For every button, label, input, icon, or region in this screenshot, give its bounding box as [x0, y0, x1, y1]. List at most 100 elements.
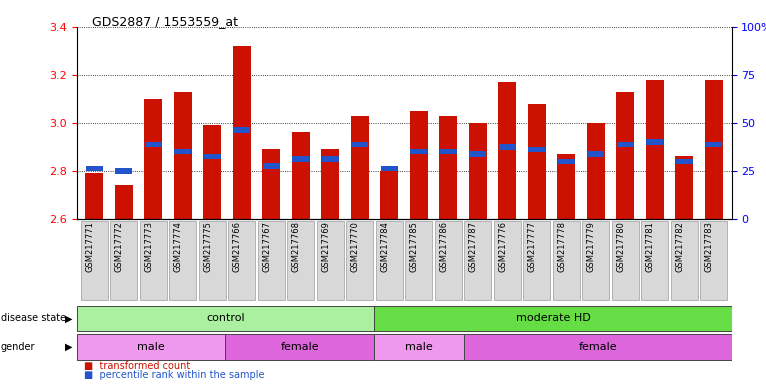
- FancyBboxPatch shape: [375, 334, 463, 360]
- Text: GSM217771: GSM217771: [85, 221, 94, 272]
- FancyBboxPatch shape: [346, 220, 373, 300]
- Text: GSM217773: GSM217773: [144, 221, 153, 272]
- Bar: [352, 142, 368, 147]
- Bar: [263, 149, 280, 219]
- Bar: [86, 166, 103, 171]
- FancyBboxPatch shape: [198, 220, 226, 300]
- Text: moderate HD: moderate HD: [516, 313, 591, 323]
- Text: male: male: [405, 342, 433, 352]
- Text: control: control: [206, 313, 245, 323]
- Text: GSM217787: GSM217787: [469, 221, 478, 272]
- Bar: [322, 156, 339, 162]
- Text: GSM217774: GSM217774: [174, 221, 183, 272]
- Text: GSM217772: GSM217772: [115, 221, 124, 272]
- FancyBboxPatch shape: [316, 220, 344, 300]
- Bar: [440, 149, 457, 154]
- Bar: [292, 132, 309, 219]
- Text: GSM217778: GSM217778: [558, 221, 566, 272]
- Text: GSM217783: GSM217783: [705, 221, 714, 272]
- FancyBboxPatch shape: [494, 220, 521, 300]
- Bar: [647, 139, 663, 145]
- FancyBboxPatch shape: [435, 220, 462, 300]
- FancyBboxPatch shape: [169, 220, 196, 300]
- Text: ▶: ▶: [65, 342, 73, 352]
- Text: GSM217767: GSM217767: [262, 221, 271, 272]
- FancyBboxPatch shape: [77, 334, 225, 360]
- Bar: [204, 154, 221, 159]
- Bar: [529, 147, 545, 152]
- FancyBboxPatch shape: [80, 220, 108, 300]
- Bar: [469, 123, 486, 219]
- Bar: [233, 46, 250, 219]
- Text: ▶: ▶: [65, 313, 73, 323]
- FancyBboxPatch shape: [641, 220, 669, 300]
- Bar: [204, 125, 221, 219]
- FancyBboxPatch shape: [523, 220, 551, 300]
- FancyBboxPatch shape: [287, 220, 314, 300]
- Bar: [705, 80, 722, 219]
- Text: GSM217785: GSM217785: [410, 221, 419, 272]
- FancyBboxPatch shape: [375, 306, 732, 331]
- FancyBboxPatch shape: [257, 220, 285, 300]
- Bar: [116, 168, 133, 174]
- Text: GSM217777: GSM217777: [528, 221, 537, 272]
- Bar: [705, 142, 722, 147]
- Text: GSM217766: GSM217766: [233, 221, 242, 272]
- Bar: [322, 149, 339, 219]
- FancyBboxPatch shape: [225, 334, 375, 360]
- Bar: [351, 116, 368, 219]
- FancyBboxPatch shape: [110, 220, 137, 300]
- Bar: [411, 149, 427, 154]
- Text: GSM217784: GSM217784: [380, 221, 389, 272]
- Text: male: male: [137, 342, 165, 352]
- FancyBboxPatch shape: [700, 220, 728, 300]
- Bar: [410, 111, 427, 219]
- Text: GSM217769: GSM217769: [321, 221, 330, 272]
- Bar: [440, 116, 457, 219]
- Bar: [381, 166, 398, 171]
- Text: GSM217781: GSM217781: [646, 221, 655, 272]
- FancyBboxPatch shape: [612, 220, 639, 300]
- Text: gender: gender: [1, 342, 35, 352]
- Bar: [499, 144, 516, 149]
- Text: female: female: [578, 342, 617, 352]
- FancyBboxPatch shape: [77, 306, 375, 331]
- FancyBboxPatch shape: [139, 220, 167, 300]
- Bar: [617, 92, 634, 219]
- Bar: [499, 82, 516, 219]
- Bar: [175, 149, 192, 154]
- Text: disease state: disease state: [1, 313, 66, 323]
- Bar: [587, 123, 604, 219]
- Bar: [263, 164, 280, 169]
- Bar: [528, 104, 545, 219]
- Text: GSM217770: GSM217770: [351, 221, 360, 272]
- Text: GSM217780: GSM217780: [617, 221, 625, 272]
- Text: GSM217768: GSM217768: [292, 221, 301, 272]
- FancyBboxPatch shape: [463, 334, 732, 360]
- Bar: [617, 142, 633, 147]
- Text: GSM217782: GSM217782: [676, 221, 684, 272]
- FancyBboxPatch shape: [464, 220, 491, 300]
- Bar: [115, 185, 133, 219]
- Bar: [470, 151, 486, 157]
- Text: GDS2887 / 1553559_at: GDS2887 / 1553559_at: [92, 15, 238, 28]
- Bar: [174, 92, 192, 219]
- Text: female: female: [280, 342, 319, 352]
- Bar: [145, 99, 162, 219]
- Bar: [86, 173, 103, 219]
- Bar: [381, 171, 398, 219]
- Bar: [646, 80, 663, 219]
- Text: GSM217779: GSM217779: [587, 221, 596, 272]
- Bar: [676, 159, 692, 164]
- Text: ■  percentile rank within the sample: ■ percentile rank within the sample: [84, 370, 265, 380]
- Text: GSM217776: GSM217776: [499, 221, 507, 272]
- FancyBboxPatch shape: [671, 220, 698, 300]
- Bar: [558, 159, 574, 164]
- Bar: [558, 154, 575, 219]
- Bar: [145, 142, 162, 147]
- FancyBboxPatch shape: [553, 220, 580, 300]
- Bar: [588, 151, 604, 157]
- FancyBboxPatch shape: [582, 220, 610, 300]
- Text: ■  transformed count: ■ transformed count: [84, 361, 191, 371]
- FancyBboxPatch shape: [228, 220, 255, 300]
